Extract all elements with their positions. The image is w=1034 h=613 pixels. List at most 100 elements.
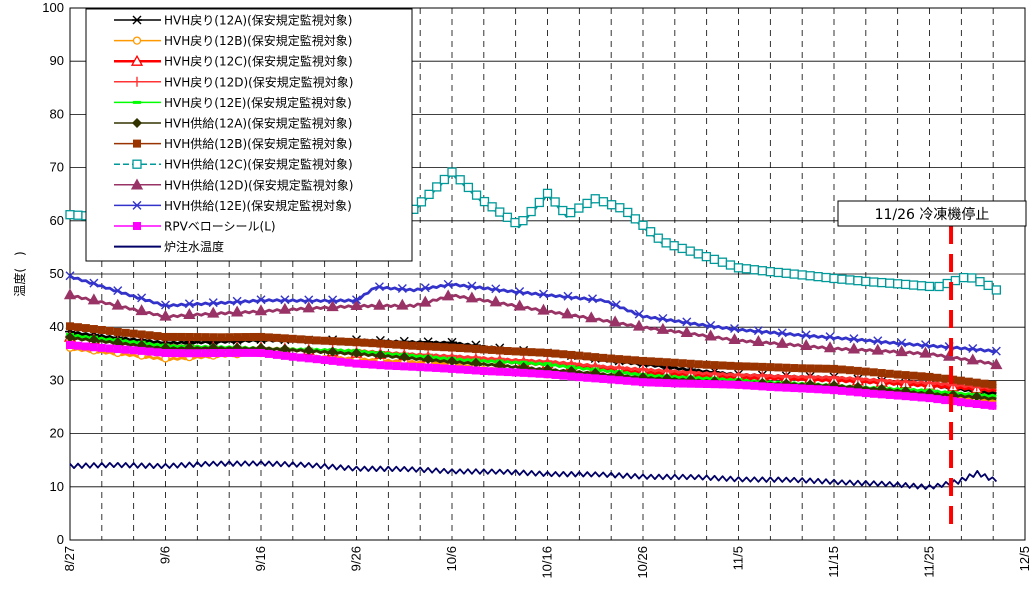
data-point: [112, 337, 123, 348]
data-point: [980, 379, 989, 388]
data-point: [432, 363, 441, 372]
data-point: [611, 300, 621, 310]
data-point: [527, 348, 536, 357]
data-point: [145, 347, 154, 356]
data-point: [376, 339, 385, 348]
data-point: [279, 343, 290, 354]
data-point: [442, 289, 455, 301]
data-point: [384, 361, 393, 370]
data-point: [495, 346, 504, 355]
data-point: [728, 333, 741, 345]
data-point: [742, 381, 751, 390]
data-point: [280, 295, 290, 305]
data-point: [416, 197, 427, 207]
data-point: [591, 353, 600, 362]
data-point: [304, 354, 313, 363]
data-point: [183, 308, 196, 320]
data-point: [921, 340, 931, 350]
data-point: [823, 341, 837, 353]
legend-entry: HVH戻り(12E)(保安規定監視対象): [114, 95, 352, 110]
x-tick-label: 10/16: [540, 546, 555, 579]
data-point: [420, 283, 430, 293]
legend-swatch-marker: [132, 118, 142, 128]
data-point: [574, 203, 584, 213]
data-point: [861, 276, 871, 287]
legend-label: RPVベローシール(L): [164, 220, 276, 234]
data-point: [535, 348, 544, 357]
data-point: [467, 281, 477, 291]
data-point: [66, 322, 74, 331]
data-point: [137, 293, 147, 303]
data-point: [607, 375, 616, 384]
data-point: [800, 339, 813, 350]
data-point: [766, 363, 775, 372]
x-tick-label: 9/26: [349, 546, 364, 571]
data-point: [849, 334, 859, 344]
data-point: [805, 271, 815, 281]
legend-entry: HVH供給(12A)(保安規定監視対象): [114, 116, 352, 131]
data-point: [336, 357, 345, 366]
data-point: [65, 332, 75, 343]
data-point: [113, 345, 122, 354]
data-point: [463, 182, 474, 193]
data-point: [513, 299, 526, 311]
data-point: [201, 333, 210, 342]
data-point: [582, 198, 592, 209]
data-point: [694, 360, 703, 369]
data-point: [129, 329, 138, 338]
data-point: [837, 365, 846, 374]
data-point: [801, 330, 811, 340]
legend-entry: HVH供給(12D)(保安規定監視対象): [114, 177, 354, 192]
data-point: [972, 400, 981, 409]
data-point: [958, 272, 969, 283]
data-point: [537, 303, 550, 315]
data-point: [487, 345, 496, 354]
data-point: [249, 348, 258, 357]
data-point: [495, 367, 504, 376]
data-point: [983, 280, 993, 291]
data-point: [656, 322, 670, 334]
data-point: [825, 332, 835, 342]
data-point: [585, 311, 598, 323]
legend-label: HVH供給(12B)(保安規定監視対象): [164, 136, 353, 151]
y-tick-label: 80: [50, 106, 64, 121]
data-point: [893, 370, 902, 379]
data-point: [670, 358, 679, 367]
data-point: [503, 368, 512, 377]
data-point: [871, 343, 884, 355]
legend-label: HVH戻り(12C)(保安規定監視対象): [164, 54, 353, 69]
data-point: [193, 349, 202, 358]
data-point: [781, 268, 791, 278]
data-point: [368, 360, 377, 369]
data-point: [598, 197, 609, 207]
data-point: [344, 358, 353, 367]
data-point: [669, 241, 679, 251]
data-point: [661, 238, 671, 248]
data-point: [225, 333, 234, 342]
data-point: [63, 288, 77, 300]
data-point: [654, 357, 663, 366]
data-point: [806, 364, 815, 373]
data-point: [563, 291, 573, 301]
data-point: [988, 401, 997, 410]
data-point: [639, 378, 647, 387]
data-point: [217, 348, 226, 357]
data-point: [400, 362, 409, 371]
data-point: [949, 375, 958, 384]
data-point: [900, 279, 911, 290]
data-point: [830, 386, 838, 395]
data-point: [177, 349, 186, 358]
series-path: [69, 274, 997, 354]
y-tick-label: 40: [50, 319, 64, 334]
data-point: [208, 298, 218, 308]
data-point: [89, 325, 98, 334]
data-point: [408, 362, 417, 371]
data-point: [169, 349, 178, 358]
data-point: [749, 265, 760, 275]
data-point: [567, 350, 576, 359]
data-point: [638, 220, 648, 230]
legend-entry: HVH供給(12C)(保安規定監視対象): [114, 157, 353, 172]
data-point: [352, 295, 361, 305]
data-point: [392, 362, 401, 371]
data-point: [374, 282, 384, 292]
